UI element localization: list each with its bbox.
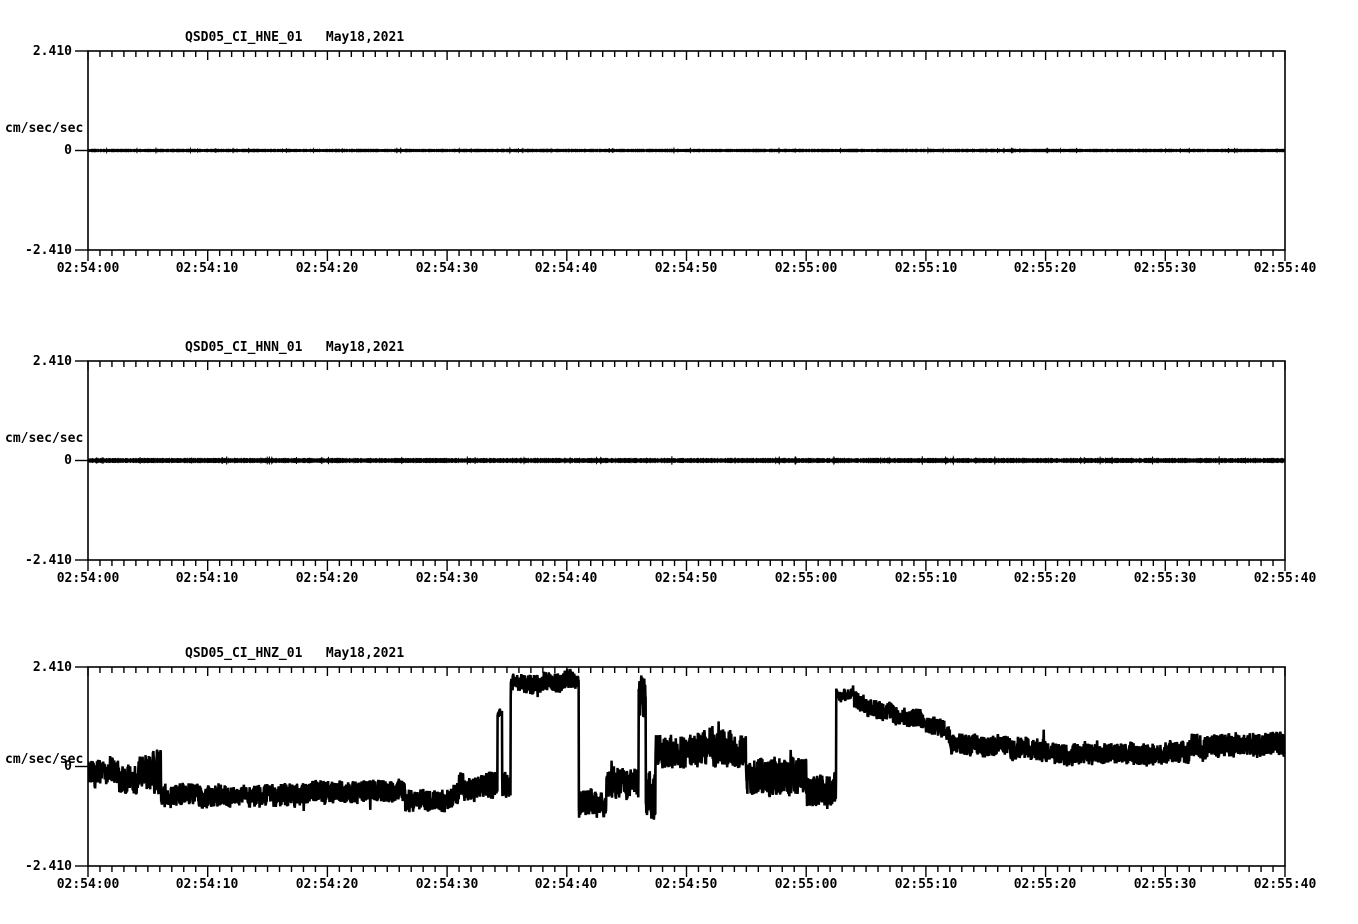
x-tick-label-hnz: 02:54:10 [175, 877, 239, 892]
x-tick-label-hnz: 02:55:30 [1133, 877, 1197, 892]
y-tick-mid-hnn: 0 [64, 453, 72, 468]
x-tick-label-hnn: 02:55:10 [894, 571, 958, 586]
y-tick-bottom-hnn: -2.410 [25, 553, 72, 568]
x-tick-label-hnn: 02:54:40 [534, 571, 598, 586]
waveform-plot-hnz [75, 666, 1286, 877]
y-tick-mid-hnz: 0 [64, 759, 72, 774]
y-tick-bottom-hnz: -2.410 [25, 859, 72, 874]
x-tick-label-hnn: 02:54:30 [415, 571, 479, 586]
x-tick-label-hnz: 02:54:00 [56, 877, 120, 892]
hnz-trace-step-connectors [160, 681, 837, 806]
x-tick-label-hnz: 02:54:50 [654, 877, 718, 892]
x-tick-label-hne: 02:54:30 [415, 261, 479, 276]
x-tick-label-hne: 02:55:00 [774, 261, 838, 276]
panel-title-hne: QSD05_CI_HNE_01 May18,2021 [185, 30, 405, 45]
x-tick-label-hne: 02:54:10 [175, 261, 239, 276]
x-tick-label-hne: 02:55:40 [1253, 261, 1317, 276]
y-tick-top-hne: 2.410 [32, 44, 72, 59]
x-tick-label-hne: 02:54:40 [534, 261, 598, 276]
hnz-ticks [75, 666, 1286, 877]
waveform-panel-hnz: QSD05_CI_HNZ_01 May18,2021 cm/sec/sec 2.… [0, 616, 1358, 924]
waveform-plot-hnn [75, 360, 1286, 571]
x-tick-label-hnz: 02:54:20 [295, 877, 359, 892]
hne-trace [87, 146, 1286, 155]
x-tick-label-hne: 02:55:20 [1013, 261, 1077, 276]
waveform-panel-hnn: QSD05_CI_HNN_01 May18,2021 cm/sec/sec 2.… [0, 310, 1358, 610]
x-tick-label-hne: 02:54:20 [295, 261, 359, 276]
x-tick-label-hnz: 02:54:40 [534, 877, 598, 892]
hnz-trace [87, 668, 1286, 820]
panel-title-hnn: QSD05_CI_HNN_01 May18,2021 [185, 340, 405, 355]
x-tick-label-hnz: 02:54:30 [415, 877, 479, 892]
hnn-ticks [75, 360, 1286, 571]
panel-title-hnz: QSD05_CI_HNZ_01 May18,2021 [185, 646, 405, 661]
x-tick-label-hnz: 02:55:40 [1253, 877, 1317, 892]
waveform-plot-hne [75, 50, 1286, 261]
x-tick-label-hne: 02:55:30 [1133, 261, 1197, 276]
y-tick-bottom-hne: -2.410 [25, 243, 72, 258]
x-tick-label-hnn: 02:55:30 [1133, 571, 1197, 586]
y-axis-units-hne: cm/sec/sec [5, 121, 84, 136]
x-tick-label-hnz: 02:55:20 [1013, 877, 1077, 892]
x-tick-label-hnn: 02:55:00 [774, 571, 838, 586]
x-tick-label-hne: 02:54:50 [654, 261, 718, 276]
hne-ticks [75, 50, 1286, 261]
x-tick-label-hnn: 02:54:00 [56, 571, 120, 586]
y-tick-top-hnz: 2.410 [32, 660, 72, 675]
x-tick-label-hnn: 02:55:40 [1253, 571, 1317, 586]
y-tick-mid-hne: 0 [64, 143, 72, 158]
x-tick-label-hnn: 02:54:50 [654, 571, 718, 586]
x-tick-label-hnn: 02:55:20 [1013, 571, 1077, 586]
y-tick-top-hnn: 2.410 [32, 354, 72, 369]
x-tick-label-hnn: 02:54:20 [295, 571, 359, 586]
x-tick-label-hne: 02:55:10 [894, 261, 958, 276]
x-tick-label-hnn: 02:54:10 [175, 571, 239, 586]
x-tick-label-hnz: 02:55:00 [774, 877, 838, 892]
y-axis-units-hnn: cm/sec/sec [5, 431, 84, 446]
y-axis-units-hnz: cm/sec/sec [5, 752, 84, 767]
x-tick-label-hnz: 02:55:10 [894, 877, 958, 892]
x-tick-label-hne: 02:54:00 [56, 261, 120, 276]
waveform-panel-hne: QSD05_CI_HNE_01 May18,2021 cm/sec/sec 2.… [0, 0, 1358, 300]
hnn-trace [87, 455, 1286, 466]
